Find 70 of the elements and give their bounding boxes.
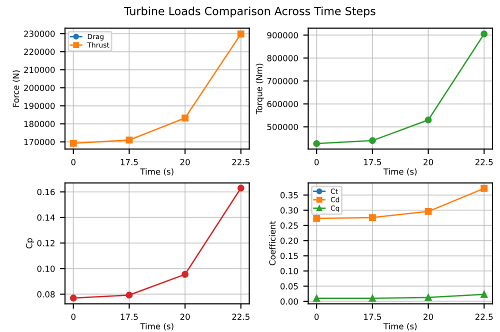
x-axis-title: Time (s) [383, 322, 417, 330]
x-tick-label: 17.5 [364, 159, 381, 166]
point [182, 114, 189, 122]
x-tick-label: 0 [71, 314, 76, 320]
point [424, 116, 432, 124]
y-tick-label: 0.12 [37, 240, 54, 246]
point [237, 30, 244, 38]
point [424, 294, 432, 301]
x-tick-label: 20 [424, 314, 434, 320]
point [70, 140, 77, 147]
x-axis-title: Time (s) [140, 168, 174, 176]
x-tick-label: 17.5 [120, 159, 138, 166]
point [424, 208, 432, 215]
y-tick-label: 210000 [24, 66, 55, 73]
x-tick-label: 0 [314, 314, 319, 320]
x-tick-label: 20 [424, 158, 434, 166]
y-tick-label: 230000 [24, 30, 55, 37]
y-tick-label: 0.05 [280, 283, 298, 290]
point [126, 292, 133, 299]
x-tick-label: 0 [314, 158, 319, 166]
point [126, 136, 133, 144]
x-tick-label: 20 [180, 314, 190, 320]
y-axis-title: Force (N) [12, 70, 20, 107]
point [313, 294, 320, 302]
point [182, 270, 189, 278]
x-axis-title: Time (s) [140, 322, 174, 330]
x-tick-label: 22.5 [475, 314, 493, 320]
point [368, 137, 376, 144]
point [368, 294, 376, 302]
x-tick-label: 0 [71, 158, 76, 166]
y-tick-label: 500000 [267, 124, 298, 130]
y-tick-label: 200000 [24, 84, 55, 92]
y-tick-label: 0.10 [280, 268, 298, 274]
x-tick-label: 22.5 [232, 158, 250, 166]
point [70, 294, 77, 302]
y-tick-label: 700000 [267, 78, 298, 84]
y-tick-label: 0.25 [280, 222, 298, 229]
y-tick-label: 0.35 [280, 192, 298, 198]
y-tick-label: 0.16 [37, 188, 55, 196]
x-tick-label: 17.5 [120, 314, 138, 320]
point [480, 290, 488, 298]
y-tick-label: 0.00 [280, 298, 298, 305]
x-tick-label: 22.5 [475, 158, 493, 166]
point [313, 140, 320, 148]
y-axis-title: Torque (Nm) [256, 64, 264, 114]
y-tick-label: 0.14 [37, 214, 55, 221]
y-tick-label: 600000 [267, 100, 298, 108]
y-tick-label: 800000 [267, 55, 298, 62]
y-tick-label: 0.30 [280, 207, 298, 214]
x-tick-label: 20 [180, 158, 190, 166]
y-tick-label: 900000 [267, 32, 298, 38]
point [368, 214, 376, 222]
y-tick-label: 0.08 [37, 291, 55, 298]
y-axis-title: Coefficient [269, 221, 276, 266]
y-tick-label: 0.20 [280, 238, 298, 244]
y-tick-label: 0.10 [37, 266, 55, 272]
point [313, 214, 320, 222]
y-tick-label: 180000 [24, 120, 55, 128]
x-axis-title: Time (s) [383, 168, 417, 176]
y-axis-title: Cp [26, 238, 34, 248]
y-tick-label: 190000 [24, 102, 55, 110]
y-tick-label: 170000 [24, 138, 55, 146]
y-tick-label: 220000 [24, 48, 55, 55]
y-tick-label: 0.15 [280, 252, 298, 260]
point [480, 30, 488, 38]
chart-title: Turbine Loads Comparison Across Time Steps [124, 6, 376, 18]
point [480, 184, 488, 192]
x-tick-label: 17.5 [364, 314, 381, 320]
x-tick-label: 22.5 [232, 314, 250, 320]
point [237, 184, 244, 192]
